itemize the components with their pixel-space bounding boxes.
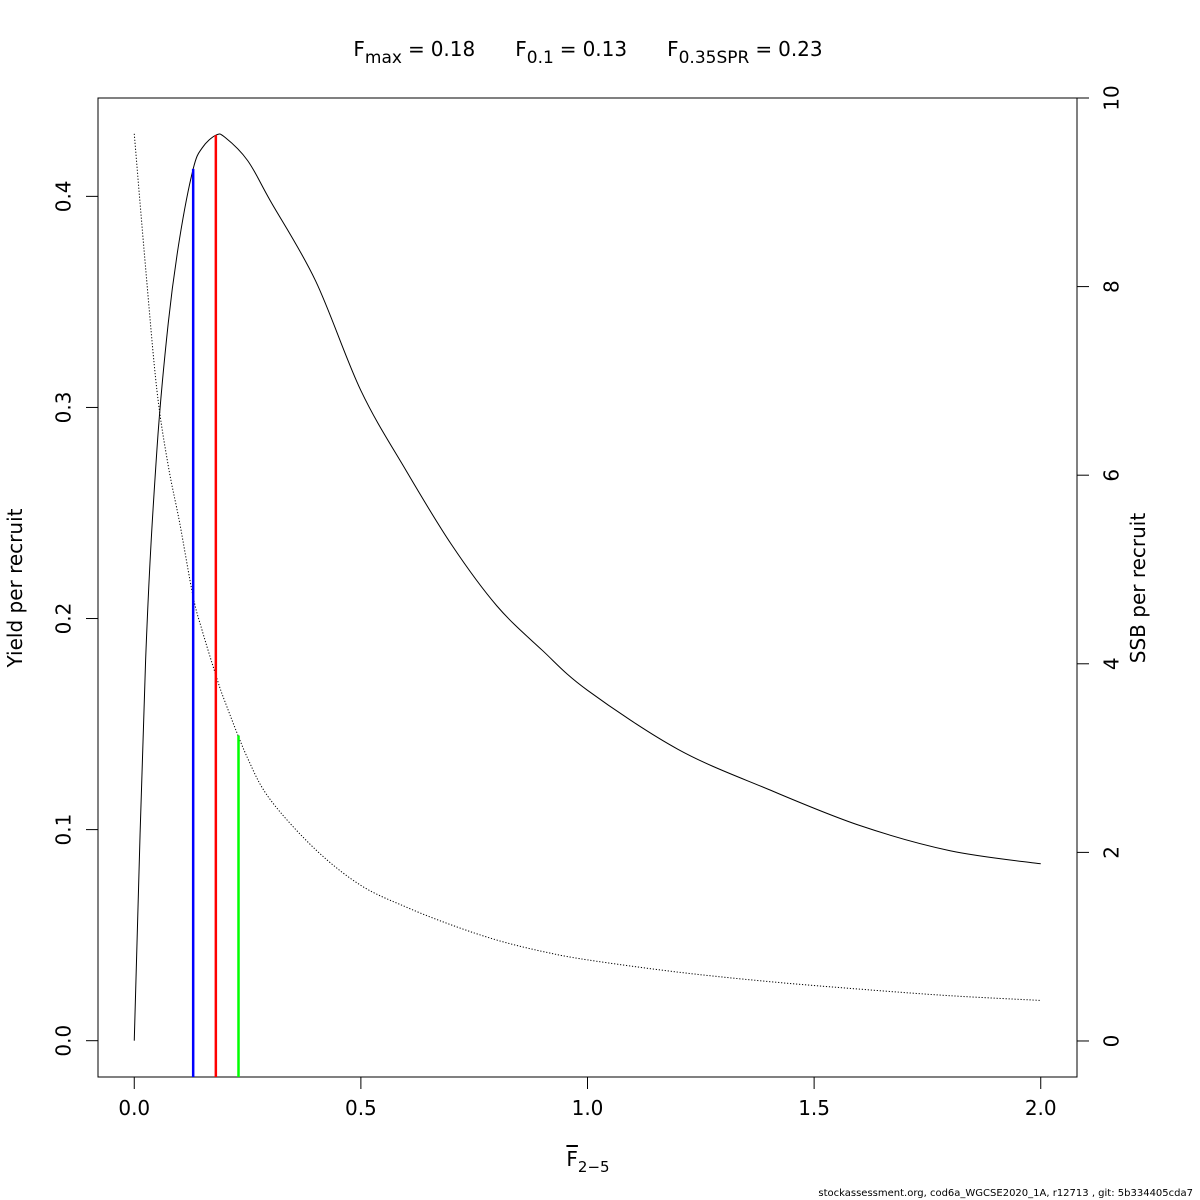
y-tick-label: 0.2 <box>52 603 76 635</box>
y2-tick-label: 10 <box>1100 85 1124 110</box>
x-tick-label: 2.0 <box>1025 1096 1057 1120</box>
x-tick-label: 1.5 <box>798 1096 830 1120</box>
footer: stockassessment.org, cod6a_WGCSE2020_1A,… <box>818 1188 1193 1199</box>
y-tick-label: 0.4 <box>52 180 76 212</box>
y-tick-label: 0.0 <box>52 1025 76 1057</box>
y2-tick-label: 2 <box>1100 846 1124 859</box>
y2-tick-label: 0 <box>1100 1035 1124 1048</box>
title-subscript: max <box>365 48 402 68</box>
plot-frame <box>97 97 1078 1078</box>
x-tick-label: 1.0 <box>572 1096 604 1120</box>
y-axis-label: Yield per recruit <box>3 508 27 668</box>
x-label-subscript: 2−5 <box>578 1158 610 1176</box>
title-symbol: F <box>353 37 365 61</box>
y2-axis-label: SSB per recruit <box>1126 513 1150 664</box>
chart-title: Fmax = 0.18 F0.1 = 0.13 F0.35SPR = 0.23 <box>353 37 822 68</box>
x-tick-label: 0.0 <box>118 1096 150 1120</box>
x-axis-label: F2−5 <box>566 1147 609 1176</box>
x-label-symbol: F <box>566 1147 578 1171</box>
title-value: 0.23 <box>778 37 823 61</box>
y2-tick-label: 8 <box>1100 280 1124 293</box>
title-subscript: 0.1 <box>527 48 554 68</box>
x-tick-label: 0.5 <box>345 1096 377 1120</box>
title-relation: = <box>560 37 577 61</box>
series-line <box>133 133 1041 1001</box>
title-subscript: 0.35SPR <box>679 48 750 68</box>
series-line <box>133 133 1041 1041</box>
title-symbol: F <box>515 37 527 61</box>
y2-tick-label: 4 <box>1100 657 1124 670</box>
y2-tick-label: 6 <box>1100 469 1124 482</box>
title-relation: = <box>755 37 772 61</box>
title-value: 0.18 <box>431 37 476 61</box>
title-symbol: F <box>667 37 679 61</box>
title-value: 0.13 <box>583 37 628 61</box>
y-tick-label: 0.1 <box>52 814 76 846</box>
title-relation: = <box>408 37 425 61</box>
y-tick-label: 0.3 <box>52 392 76 424</box>
